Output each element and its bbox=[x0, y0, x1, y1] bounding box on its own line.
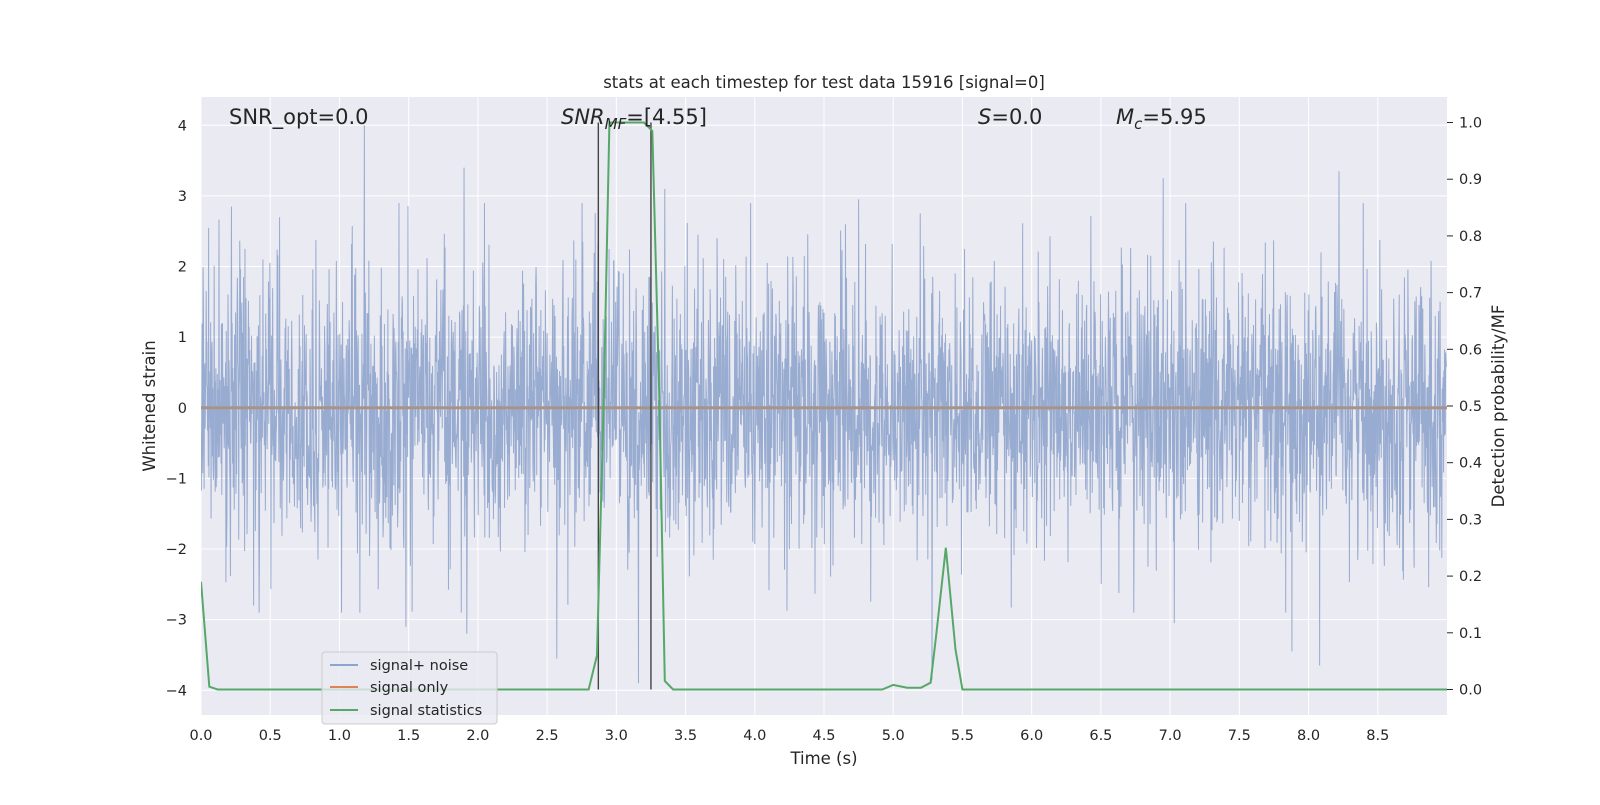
annotation-mc: Mc=5.95 bbox=[1116, 105, 1207, 133]
x-axis-label: Time (s) bbox=[789, 749, 857, 768]
legend-label-signal-statistics: signal statistics bbox=[370, 703, 482, 719]
annotation-s: S=0.0 bbox=[978, 105, 1042, 129]
annotation-mc-sub: c bbox=[1134, 115, 1143, 133]
y-left-tick-label: −3 bbox=[166, 613, 187, 629]
y-right-tick-label: 0.9 bbox=[1459, 172, 1482, 188]
chart-title: stats at each timestep for test data 159… bbox=[603, 73, 1045, 92]
y-left-tick-label: 2 bbox=[178, 260, 187, 276]
legend-label-signal-only: signal only bbox=[370, 680, 449, 696]
annotation-s-val: =0.0 bbox=[991, 105, 1042, 129]
annotation-s-var: S bbox=[978, 105, 991, 129]
x-tick-label: 3.0 bbox=[605, 728, 628, 744]
x-tick-label: 8.0 bbox=[1297, 728, 1320, 744]
data-layer bbox=[201, 121, 1447, 691]
y-axis-label-left: Whitened strain bbox=[140, 340, 159, 471]
y-left-tick-label: 1 bbox=[178, 330, 187, 346]
x-tick-label: 7.5 bbox=[1228, 728, 1251, 744]
y-right-tick-label: 0.0 bbox=[1459, 682, 1482, 698]
legend-label-signal-noise: signal+ noise bbox=[370, 658, 468, 674]
x-tick-label: 6.0 bbox=[1020, 728, 1043, 744]
x-tick-label: 6.5 bbox=[1089, 728, 1112, 744]
x-tick-label: 7.0 bbox=[1159, 728, 1182, 744]
y-left-tick-label: 0 bbox=[178, 401, 187, 417]
annotation-mc-var: M bbox=[1116, 105, 1134, 129]
x-tick-label: 0.5 bbox=[259, 728, 282, 744]
annotation-snr-opt: SNR_opt=0.0 bbox=[229, 105, 369, 130]
x-tick-label: 2.5 bbox=[536, 728, 559, 744]
annotation-snr-mf: SNRMF=[4.55] bbox=[561, 105, 707, 133]
y-right-tick-label: 0.2 bbox=[1459, 569, 1482, 585]
annotation-mc-val: =5.95 bbox=[1142, 105, 1206, 129]
annotation-snr-mf-val: =[4.55] bbox=[626, 105, 707, 129]
legend: signal+ noise signal only signal statist… bbox=[321, 651, 498, 725]
y-left-tick-label: −4 bbox=[166, 683, 187, 699]
y-right-tick-label: 0.3 bbox=[1459, 512, 1482, 528]
y-right-tick-label: 0.8 bbox=[1459, 229, 1482, 245]
x-tick-label: 3.5 bbox=[674, 728, 697, 744]
x-tick-label: 4.0 bbox=[743, 728, 766, 744]
y-left-tick-label: −1 bbox=[166, 471, 187, 487]
y-axis-label-right: Detection probability/MF bbox=[1489, 305, 1508, 508]
x-tick-label: 1.0 bbox=[328, 728, 351, 744]
series-signal-noise-line bbox=[201, 125, 1447, 684]
annotation-snr-mf-sub: MF bbox=[605, 115, 627, 133]
x-tick-label: 5.0 bbox=[882, 728, 905, 744]
legend-box bbox=[321, 651, 498, 725]
y-right-tick-label: 0.4 bbox=[1459, 456, 1482, 472]
x-tick-label: 5.5 bbox=[951, 728, 974, 744]
x-tick-label: 1.5 bbox=[397, 728, 420, 744]
x-tick-label: 2.0 bbox=[466, 728, 489, 744]
annotation-snr-mf-var: SNR bbox=[561, 105, 605, 129]
y-right-tick-label: 0.7 bbox=[1459, 286, 1482, 302]
y-right-tick-label: 0.5 bbox=[1459, 399, 1482, 415]
x-tick-label: 8.5 bbox=[1366, 728, 1389, 744]
y-left-tick-label: 4 bbox=[178, 118, 187, 134]
x-tick-label: 4.5 bbox=[812, 728, 835, 744]
y-right-tick-label: 0.6 bbox=[1459, 342, 1482, 358]
y-left-tick-label: −2 bbox=[166, 542, 187, 558]
y-right-tick-label: 1.0 bbox=[1459, 116, 1482, 132]
y-right-tick-label: 0.1 bbox=[1459, 626, 1482, 642]
ticks: 0.0 0.5 1.0 1.5 2.0 2.5 3.0 3.5 4.0 4.5 5.0 5.5 6.0 6… bbox=[166, 116, 1482, 744]
x-tick-label: 0.0 bbox=[189, 728, 212, 744]
y-left-tick-label: 3 bbox=[178, 189, 187, 205]
